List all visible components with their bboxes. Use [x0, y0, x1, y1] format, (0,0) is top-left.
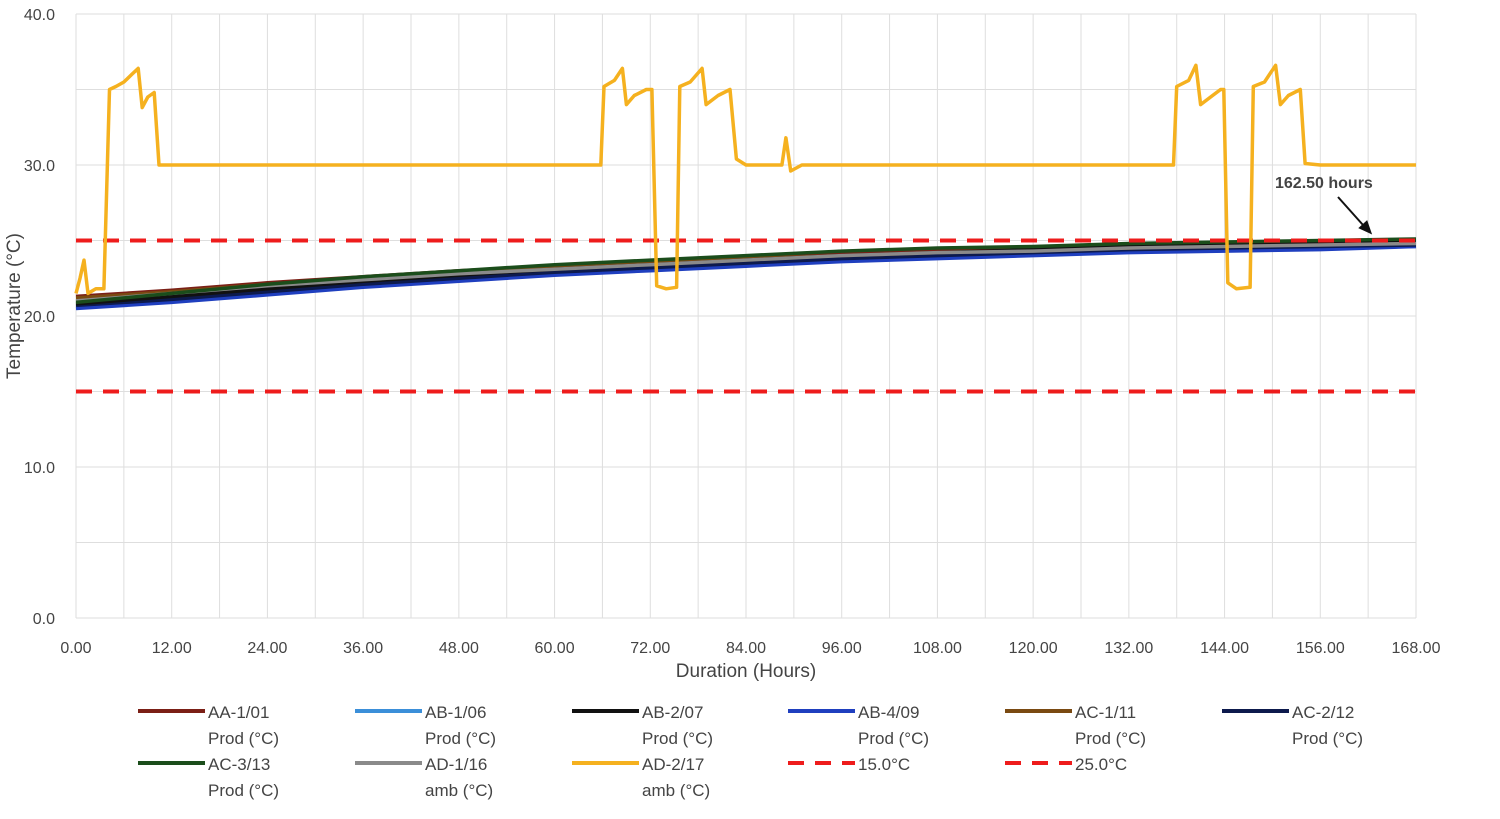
legend-label: AB-4/09	[858, 703, 919, 722]
legend: AA-1/01 Prod (°C) AB-1/06 Prod (°C) AB-2/07 P…	[138, 703, 1363, 800]
legend-label-unit: Prod (°C)	[208, 729, 279, 748]
legend-label-unit: amb (°C)	[425, 781, 493, 800]
x-tick-label: 156.00	[1296, 640, 1345, 657]
x-tick-label: 24.00	[247, 640, 287, 657]
x-tick-label: 108.00	[913, 640, 962, 657]
x-tick-label: 72.00	[630, 640, 670, 657]
legend-label-unit: Prod (°C)	[425, 729, 496, 748]
x-tick-label: 60.00	[535, 640, 575, 657]
x-tick-label: 0.00	[60, 640, 91, 657]
series-line	[74, 63, 1416, 296]
legend-label: AD-2/17	[642, 755, 704, 774]
legend-label: AB-2/07	[642, 703, 703, 722]
y-tick-label: 20.0	[24, 309, 55, 326]
annotation: 162.50 hours	[1275, 175, 1373, 235]
legend-label: 15.0°C	[858, 755, 910, 774]
x-tick-label: 12.00	[152, 640, 192, 657]
x-tick-label: 144.00	[1200, 640, 1249, 657]
legend-label-unit: Prod (°C)	[1075, 729, 1146, 748]
y-axis-ticks: 0.0 10.0 20.0 30.0 40.0	[24, 7, 55, 628]
legend-label-unit: Prod (°C)	[1292, 729, 1363, 748]
y-tick-label: 0.0	[33, 611, 55, 628]
x-tick-label: 132.00	[1104, 640, 1153, 657]
legend-label: 25.0°C	[1075, 755, 1127, 774]
x-tick-label: 48.00	[439, 640, 479, 657]
legend-label-unit: Prod (°C)	[642, 729, 713, 748]
annotation-arrow	[1337, 196, 1367, 230]
x-axis-title: Duration (Hours)	[676, 661, 816, 682]
annotation-arrowhead	[1358, 220, 1373, 235]
x-tick-label: 168.00	[1392, 640, 1441, 657]
annotation-label: 162.50 hours	[1275, 175, 1373, 192]
x-tick-label: 120.00	[1009, 640, 1058, 657]
x-tick-label: 84.00	[726, 640, 766, 657]
legend-label-unit: Prod (°C)	[858, 729, 929, 748]
y-axis-title: Temperature (°C)	[4, 233, 25, 379]
x-tick-label: 96.00	[822, 640, 862, 657]
y-tick-label: 40.0	[24, 7, 55, 24]
legend-label-unit: amb (°C)	[642, 781, 710, 800]
grid-lines	[75, 13, 1417, 619]
legend-label: AC-2/12	[1292, 703, 1354, 722]
legend-label: AC-1/11	[1075, 703, 1136, 722]
legend-label: AD-1/16	[425, 755, 487, 774]
y-tick-label: 30.0	[24, 158, 55, 175]
legend-label: AB-1/06	[425, 703, 486, 722]
y-tick-label: 10.0	[24, 460, 55, 477]
x-axis-ticks: 0.00 12.00 24.00 36.00 48.00 60.00 72.00 84.00 9…	[60, 640, 1440, 657]
legend-label: AA-1/01	[208, 703, 269, 722]
legend-label-unit: Prod (°C)	[208, 781, 279, 800]
series-lines	[74, 63, 1417, 394]
x-tick-label: 36.00	[343, 640, 383, 657]
legend-label: AC-3/13	[208, 755, 270, 774]
series-line	[75, 241, 1417, 303]
series-line	[75, 244, 1417, 311]
